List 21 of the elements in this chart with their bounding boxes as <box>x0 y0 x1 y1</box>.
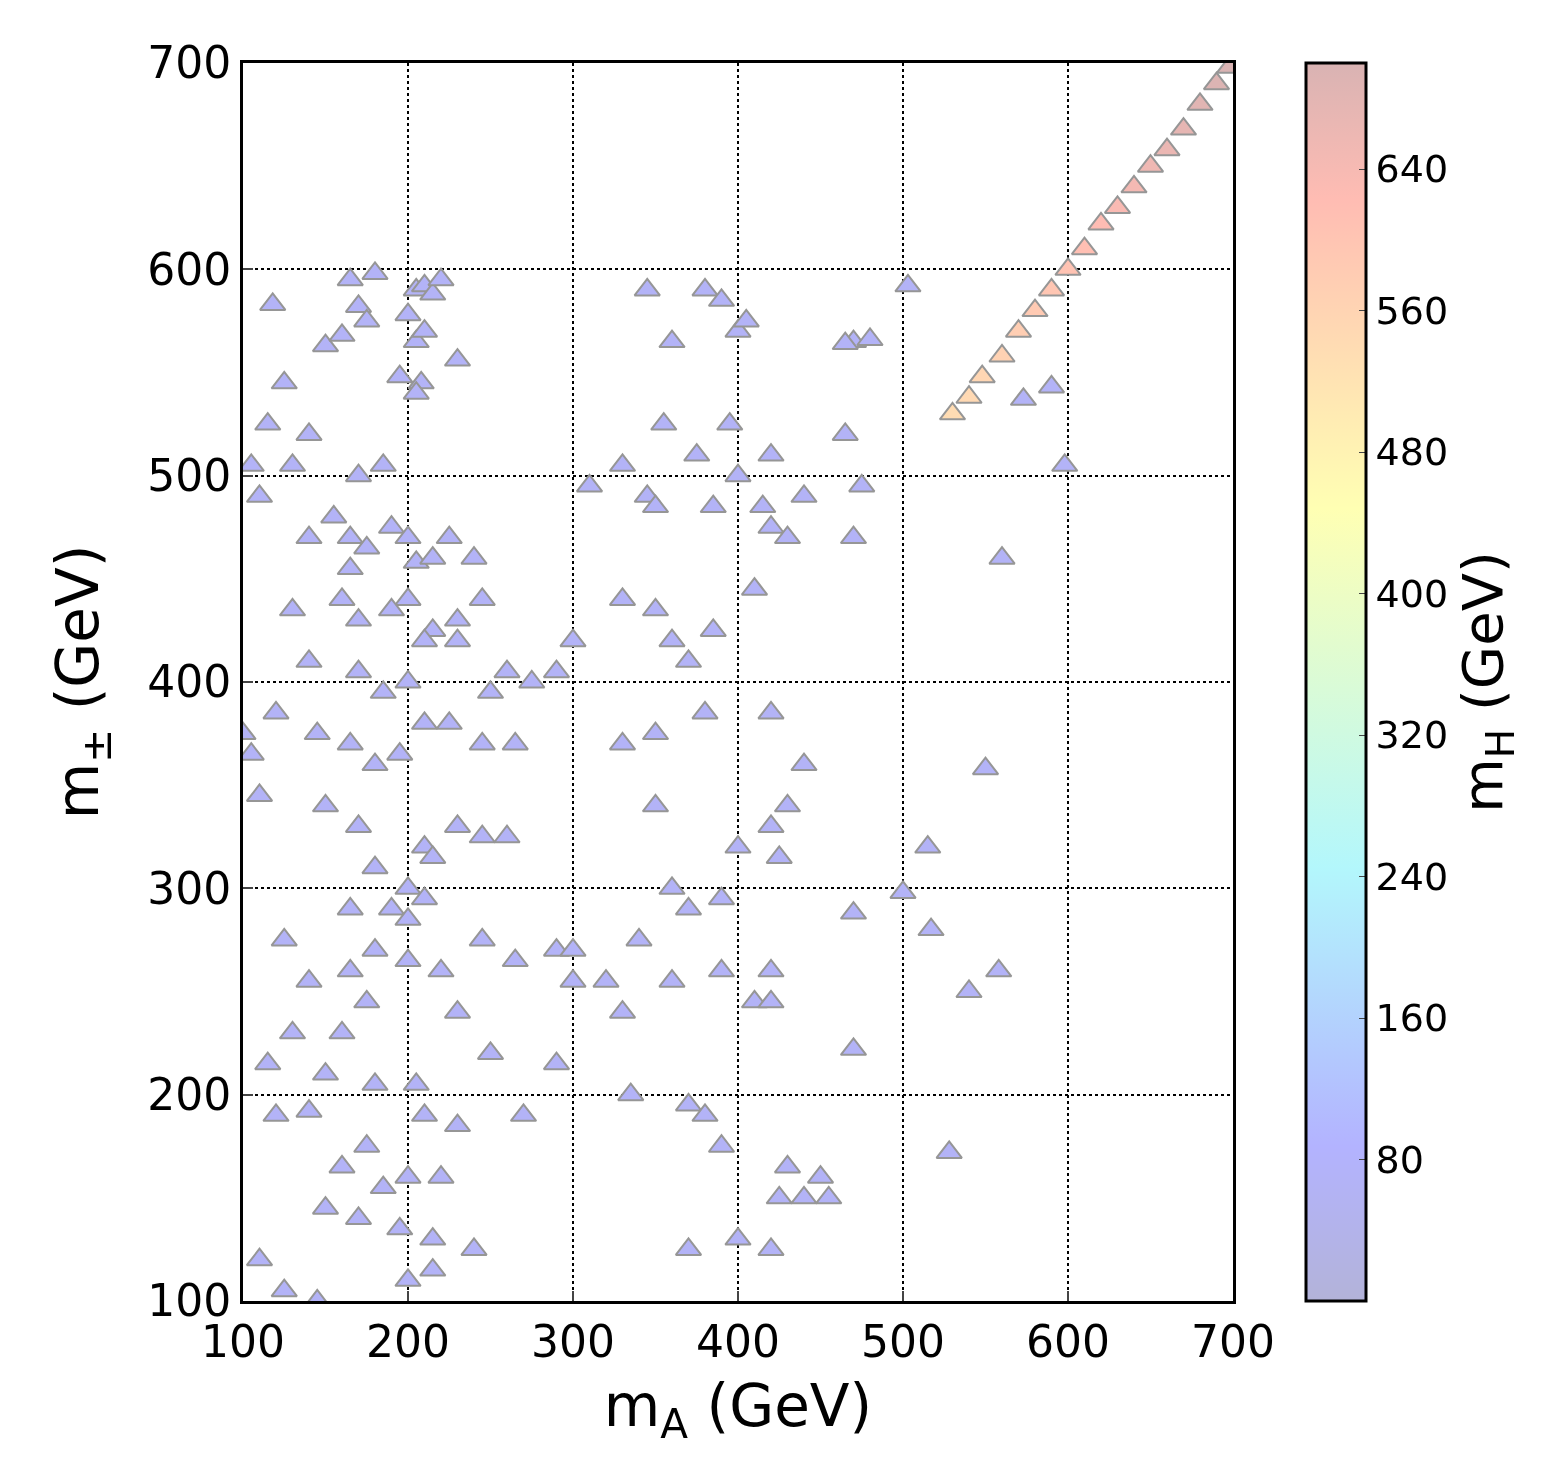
color-bar-label: 240 <box>1375 854 1449 899</box>
x-tick-label: 200 <box>366 1315 450 1367</box>
x-tick-label: 500 <box>861 1315 945 1367</box>
y-tick-label: 600 <box>147 243 232 295</box>
y-tick-label: 400 <box>147 656 232 708</box>
color-bar-label: 480 <box>1375 430 1449 475</box>
y-tick-label: 300 <box>147 862 232 914</box>
x-tick-label: 700 <box>1191 1315 1275 1367</box>
color-bar-label: 80 <box>1375 1137 1424 1182</box>
x-tick-label: 400 <box>696 1315 780 1367</box>
color-bar-label: 320 <box>1375 713 1449 758</box>
x-axis-title: m$_{A}$ (GeV) <box>603 1371 873 1449</box>
x-tick-label: 600 <box>1026 1315 1110 1367</box>
color-bar-label: 160 <box>1375 996 1449 1041</box>
color-bar-label: 640 <box>1375 147 1449 192</box>
color-bar-label: 400 <box>1375 571 1449 616</box>
x-tick-label: 300 <box>531 1315 615 1367</box>
color-bar-label: 560 <box>1375 288 1449 333</box>
y-tick-label: 700 <box>147 37 232 89</box>
y-tick-label: 500 <box>147 450 232 502</box>
y-tick-label: 200 <box>147 1069 232 1121</box>
